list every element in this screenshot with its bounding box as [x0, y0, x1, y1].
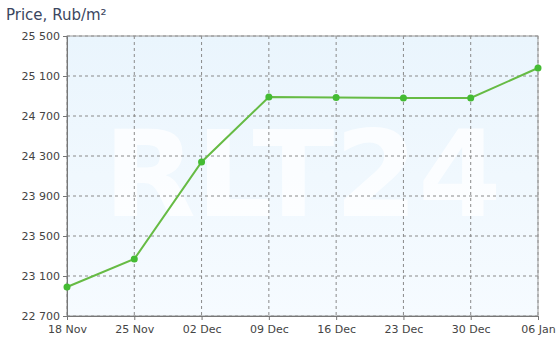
tick-label: 25 Nov	[115, 323, 154, 336]
grid-line	[67, 276, 538, 277]
tick: 18 Nov	[48, 316, 87, 336]
plot-frame	[67, 36, 538, 316]
tick-label: 24 300	[22, 150, 61, 163]
tick: 23 500	[22, 230, 68, 243]
tick: 02 Dec	[183, 316, 222, 336]
tick-mark	[63, 276, 67, 277]
marker	[198, 159, 205, 166]
tick-label: 25 100	[22, 70, 61, 83]
axis-line	[63, 37, 68, 317]
tick-mark	[403, 316, 404, 320]
tick-label: 22 700	[22, 310, 61, 323]
tick-mark	[202, 316, 203, 320]
grid-line	[403, 36, 404, 316]
tick: 09 Dec	[250, 316, 289, 336]
tick-mark	[67, 316, 68, 320]
tick: 23 100	[22, 270, 68, 283]
grid-line	[67, 116, 538, 117]
grid-line	[67, 236, 538, 237]
tick-mark	[269, 316, 270, 320]
tick-label: 09 Dec	[250, 323, 289, 336]
tick: 24 700	[22, 110, 68, 123]
grid-line	[134, 36, 135, 316]
grid-line	[336, 36, 337, 316]
tick: 30 Dec	[452, 316, 491, 336]
series	[64, 65, 542, 291]
axis-line	[68, 317, 539, 321]
tick-mark	[63, 236, 67, 237]
tick-mark	[336, 316, 337, 320]
tick-label: 24 700	[22, 110, 61, 123]
tick-label: 18 Nov	[48, 323, 87, 336]
chart: RLT24 22 700 23 100 23 500 23 900 24 300 24 70…	[0, 0, 560, 346]
grid-line	[67, 76, 538, 77]
marker	[535, 65, 542, 72]
tick-label: 23 100	[22, 270, 61, 283]
marker	[131, 256, 138, 263]
tick-label: 25 500	[22, 30, 61, 43]
tick-mark	[63, 116, 67, 117]
tick-label: 30 Dec	[452, 323, 491, 336]
marker	[467, 95, 474, 102]
tick-mark	[538, 316, 539, 320]
grid-line	[201, 36, 202, 316]
tick-mark	[63, 196, 67, 197]
x-axis: 18 Nov 25 Nov 02 Dec 09 Dec 16 Dec 23 Dec 30 D…	[48, 316, 556, 336]
y-axis: 22 700 23 100 23 500 23 900 24 300 24 700 25 1…	[22, 30, 68, 323]
title: Price, Rub/m²	[6, 6, 107, 24]
tick-mark	[63, 316, 67, 317]
tick-mark	[63, 76, 67, 77]
tick: 25 100	[22, 70, 68, 83]
tick: 16 Dec	[317, 316, 356, 336]
tick-label: 23 900	[22, 190, 61, 203]
grid-line	[470, 36, 471, 316]
tick: 06 Jan	[521, 316, 555, 336]
tick: 25 Nov	[115, 316, 154, 336]
tick-label: 02 Dec	[183, 323, 222, 336]
grid-line	[67, 196, 538, 197]
tick-mark	[134, 316, 135, 320]
grid-line	[268, 36, 269, 316]
tick-label: 23 Dec	[385, 323, 424, 336]
grid-line	[67, 156, 538, 157]
watermark: RLT24	[104, 105, 502, 244]
tick: 22 700	[22, 310, 68, 323]
tick: 23 Dec	[385, 316, 424, 336]
marker	[400, 95, 407, 102]
marker	[333, 94, 340, 101]
tick-label: 23 500	[22, 230, 61, 243]
line	[67, 68, 538, 287]
marker	[64, 284, 71, 291]
tick: 24 300	[22, 150, 68, 163]
tick-mark	[471, 316, 472, 320]
marker	[265, 94, 272, 101]
plot-background	[67, 36, 538, 316]
tick-label: 06 Jan	[521, 323, 555, 336]
plot: RLT24 22 700 23 100 23 500 23 900 24 300 24 70…	[22, 30, 556, 336]
tick-mark	[63, 36, 67, 37]
tick-label: 16 Dec	[317, 323, 356, 336]
tick: 23 900	[22, 190, 68, 203]
tick-mark	[63, 156, 67, 157]
tick: 25 500	[22, 30, 68, 43]
